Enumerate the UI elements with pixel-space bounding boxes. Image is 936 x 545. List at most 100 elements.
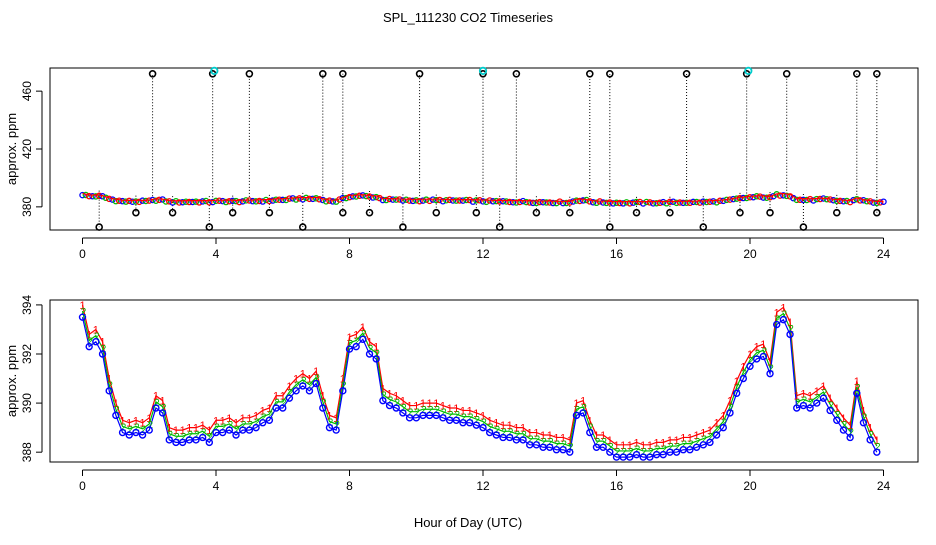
top-lower-spike-point bbox=[766, 208, 774, 217]
bottom-series2-marker: 2 bbox=[374, 349, 380, 360]
bottom-series3-marker bbox=[599, 443, 607, 451]
top-y-tick-label: 420 bbox=[20, 139, 34, 159]
top-baseline-point bbox=[426, 197, 433, 205]
bottom-series1-marker: 1 bbox=[366, 337, 372, 349]
top-baseline-point bbox=[252, 198, 260, 205]
bottom-series3-marker bbox=[472, 421, 481, 429]
bottom-series3-marker bbox=[773, 320, 781, 329]
bottom-series2-marker: 2 bbox=[388, 395, 394, 406]
bottom-series3-marker bbox=[746, 362, 754, 370]
top-baseline-point bbox=[516, 198, 523, 206]
bottom-series3-marker bbox=[125, 431, 133, 439]
bottom-x-tick-label: 4 bbox=[213, 479, 220, 493]
bottom-panel-frame bbox=[49, 299, 919, 463]
top-baseline-point bbox=[549, 199, 557, 207]
bottom-series2-marker: 2 bbox=[762, 346, 768, 357]
top-baseline-point bbox=[232, 197, 240, 205]
top-baseline-point bbox=[483, 198, 490, 206]
bottom-series2-marker: 2 bbox=[535, 435, 541, 446]
bottom-series1-marker: 1 bbox=[513, 423, 519, 435]
bottom-x-tick-label: 24 bbox=[877, 479, 891, 493]
bottom-series3-marker bbox=[259, 419, 267, 427]
bottom-series2-marker: 2 bbox=[334, 420, 340, 431]
bottom-series2-marker: 2 bbox=[274, 398, 280, 409]
bottom-series1-marker: 1 bbox=[79, 300, 85, 312]
bottom-series3-marker bbox=[479, 423, 487, 432]
top-baseline-point bbox=[189, 198, 196, 206]
top-baseline-point bbox=[209, 198, 216, 206]
bottom-x-tick-label: 20 bbox=[743, 479, 757, 493]
top-baseline-point bbox=[399, 197, 407, 204]
bottom-series1-marker: 1 bbox=[313, 366, 319, 378]
bottom-series2-marker: 2 bbox=[101, 344, 107, 355]
top-baseline-point bbox=[249, 197, 256, 205]
top-baseline-point bbox=[259, 198, 266, 205]
bottom-series2-marker: 2 bbox=[588, 422, 594, 433]
top-baseline-point bbox=[599, 199, 607, 206]
bottom-series2-marker: 2 bbox=[528, 435, 534, 446]
bottom-x-tick-label: 12 bbox=[476, 479, 490, 493]
bottom-series2-marker: 2 bbox=[748, 356, 754, 367]
bottom-series2-marker: 2 bbox=[94, 332, 100, 343]
bottom-series1-marker: 1 bbox=[700, 428, 706, 440]
top-baseline-point bbox=[352, 193, 360, 200]
top-baseline-point bbox=[319, 196, 327, 204]
top-baseline-point bbox=[176, 199, 183, 206]
top-x-tick-label: 20 bbox=[743, 247, 757, 261]
top-baseline-point bbox=[526, 199, 533, 206]
top-baseline-point bbox=[266, 197, 273, 205]
top-baseline-point bbox=[619, 200, 627, 207]
top-baseline-point bbox=[389, 196, 397, 203]
bottom-series3-marker bbox=[659, 450, 667, 459]
bottom-series1-marker: 1 bbox=[193, 423, 199, 435]
top-y-tick-label: 460 bbox=[20, 81, 34, 101]
bottom-series2-marker: 2 bbox=[775, 314, 781, 325]
bottom-series1-marker: 1 bbox=[286, 381, 292, 393]
top-baseline-point bbox=[119, 197, 126, 205]
bottom-series2-marker: 2 bbox=[428, 405, 434, 416]
top-baseline-point bbox=[783, 192, 790, 200]
bottom-series3-marker bbox=[572, 411, 581, 420]
top-baseline-point bbox=[713, 199, 720, 206]
top-baseline-point bbox=[346, 193, 353, 201]
top-x-tick-label: 16 bbox=[610, 247, 624, 261]
bottom-series3-marker bbox=[646, 453, 654, 461]
top-x-tick-label: 12 bbox=[476, 247, 490, 261]
bottom-y-tick-label: 392 bbox=[20, 344, 34, 364]
top-baseline-point bbox=[392, 196, 400, 203]
top-baseline-point bbox=[513, 199, 520, 206]
bottom-series2-marker: 2 bbox=[508, 427, 514, 438]
bottom-series1-marker: 1 bbox=[800, 388, 806, 400]
top-baseline-point bbox=[509, 199, 517, 206]
bottom-series3-marker bbox=[586, 428, 594, 437]
bottom-series1-marker: 1 bbox=[280, 391, 286, 403]
top-baseline-point bbox=[166, 198, 173, 205]
top-baseline-point bbox=[299, 196, 307, 203]
bottom-series2-marker: 2 bbox=[434, 405, 440, 416]
bottom-series1-marker: 1 bbox=[760, 339, 766, 351]
bottom-series2-marker: 2 bbox=[728, 403, 734, 414]
bottom-series3-marker bbox=[799, 401, 808, 410]
bottom-series2-marker: 2 bbox=[121, 422, 127, 433]
top-baseline-point bbox=[576, 197, 584, 205]
top-lower-spike-point bbox=[632, 208, 641, 217]
bottom-series3-marker bbox=[452, 416, 460, 424]
top-baseline-point bbox=[876, 199, 884, 206]
bottom-series3-marker bbox=[839, 426, 848, 434]
top-baseline-point bbox=[85, 192, 93, 200]
top-baseline-point bbox=[563, 199, 570, 207]
bottom-series2-marker: 2 bbox=[301, 376, 307, 387]
bottom-series3-marker bbox=[325, 423, 334, 432]
bottom-series1-marker: 1 bbox=[326, 410, 332, 422]
bottom-series1-marker: 1 bbox=[874, 435, 880, 447]
bottom-series3-marker bbox=[245, 426, 254, 434]
bottom-series3-marker bbox=[726, 409, 734, 417]
top-baseline-point bbox=[369, 194, 377, 201]
bottom-series2-marker: 2 bbox=[855, 383, 861, 394]
bottom-series1-marker: 1 bbox=[674, 435, 680, 447]
top-baseline-point bbox=[479, 198, 487, 205]
top-baseline-point bbox=[696, 199, 704, 206]
bottom-series3-marker bbox=[112, 411, 120, 420]
bottom-series2-marker: 2 bbox=[294, 381, 300, 392]
top-baseline-point bbox=[456, 197, 463, 204]
